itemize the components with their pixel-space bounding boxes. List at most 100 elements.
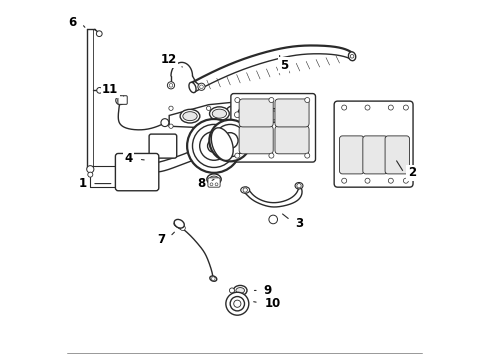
Ellipse shape <box>241 108 255 117</box>
Circle shape <box>268 153 273 158</box>
Text: 1: 1 <box>79 177 86 190</box>
Circle shape <box>222 133 238 148</box>
Circle shape <box>243 188 247 192</box>
Circle shape <box>341 105 346 110</box>
Circle shape <box>341 178 346 183</box>
Ellipse shape <box>238 106 258 120</box>
Ellipse shape <box>174 219 184 228</box>
Circle shape <box>233 300 241 307</box>
Circle shape <box>403 105 407 110</box>
Text: 7: 7 <box>157 233 164 246</box>
Circle shape <box>209 120 250 161</box>
Circle shape <box>198 83 204 90</box>
Ellipse shape <box>209 176 218 183</box>
Ellipse shape <box>233 285 246 296</box>
FancyBboxPatch shape <box>239 126 273 154</box>
Circle shape <box>177 224 183 229</box>
Text: 4: 4 <box>124 152 132 165</box>
Text: 8: 8 <box>196 177 204 190</box>
Circle shape <box>199 132 228 160</box>
Circle shape <box>244 106 248 111</box>
Ellipse shape <box>240 187 249 193</box>
Circle shape <box>179 225 183 230</box>
Ellipse shape <box>263 109 283 122</box>
Circle shape <box>290 124 294 129</box>
Circle shape <box>304 153 309 158</box>
Circle shape <box>88 172 93 177</box>
Circle shape <box>210 183 212 186</box>
Circle shape <box>268 215 277 224</box>
Circle shape <box>174 221 179 226</box>
Circle shape <box>118 98 122 103</box>
Circle shape <box>175 222 180 227</box>
Ellipse shape <box>265 111 280 120</box>
Circle shape <box>234 112 240 118</box>
Circle shape <box>403 178 407 183</box>
Circle shape <box>268 98 273 103</box>
Circle shape <box>387 105 392 110</box>
Ellipse shape <box>206 174 221 185</box>
Polygon shape <box>244 184 301 206</box>
FancyBboxPatch shape <box>274 99 308 127</box>
Circle shape <box>161 119 168 127</box>
Circle shape <box>168 124 173 129</box>
Text: 12: 12 <box>161 53 177 66</box>
Circle shape <box>234 153 239 158</box>
Circle shape <box>229 288 234 293</box>
Circle shape <box>167 82 174 89</box>
Circle shape <box>215 183 218 186</box>
FancyBboxPatch shape <box>115 153 159 191</box>
Circle shape <box>387 178 392 183</box>
FancyBboxPatch shape <box>239 99 273 127</box>
Text: 5: 5 <box>279 59 287 72</box>
Circle shape <box>211 277 215 280</box>
Ellipse shape <box>209 276 216 281</box>
Text: 11: 11 <box>102 83 118 96</box>
Circle shape <box>97 87 102 93</box>
Circle shape <box>304 98 309 103</box>
FancyBboxPatch shape <box>362 136 386 174</box>
Circle shape <box>234 98 239 103</box>
Circle shape <box>192 125 235 167</box>
Circle shape <box>278 124 282 129</box>
Ellipse shape <box>294 183 303 189</box>
Ellipse shape <box>348 52 355 61</box>
Circle shape <box>199 85 203 89</box>
Polygon shape <box>169 101 294 132</box>
Circle shape <box>296 184 301 188</box>
Circle shape <box>207 139 220 152</box>
FancyBboxPatch shape <box>384 136 408 174</box>
Circle shape <box>96 31 102 37</box>
Circle shape <box>349 54 353 58</box>
FancyBboxPatch shape <box>230 94 315 162</box>
Text: 9: 9 <box>263 284 271 297</box>
Text: 10: 10 <box>264 297 280 310</box>
Text: 2: 2 <box>407 166 415 179</box>
Text: 6: 6 <box>68 17 77 30</box>
Circle shape <box>214 125 246 157</box>
Circle shape <box>230 297 244 311</box>
Ellipse shape <box>180 109 200 123</box>
FancyBboxPatch shape <box>274 126 308 154</box>
FancyBboxPatch shape <box>339 136 363 174</box>
Circle shape <box>168 106 173 111</box>
Circle shape <box>364 105 369 110</box>
Circle shape <box>116 96 124 105</box>
FancyBboxPatch shape <box>149 134 176 158</box>
Circle shape <box>206 106 210 111</box>
Ellipse shape <box>183 112 197 121</box>
Circle shape <box>187 119 241 173</box>
Circle shape <box>169 84 172 87</box>
Circle shape <box>278 106 282 111</box>
Circle shape <box>364 178 369 183</box>
Circle shape <box>225 292 248 315</box>
FancyBboxPatch shape <box>118 96 127 104</box>
Circle shape <box>244 124 248 129</box>
Text: 3: 3 <box>294 216 302 230</box>
FancyBboxPatch shape <box>207 178 220 187</box>
Ellipse shape <box>235 288 244 293</box>
Circle shape <box>176 223 181 228</box>
Circle shape <box>290 106 294 111</box>
Ellipse shape <box>211 128 233 161</box>
Ellipse shape <box>212 109 226 118</box>
